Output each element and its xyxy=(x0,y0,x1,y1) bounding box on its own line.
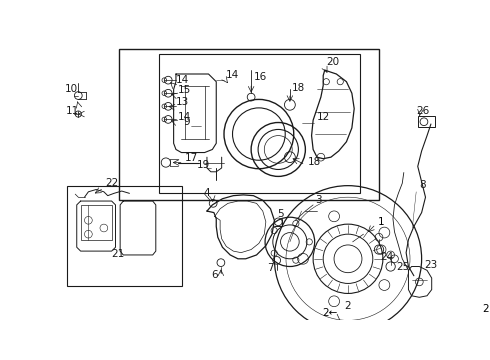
Text: 26: 26 xyxy=(416,106,429,116)
Text: 2: 2 xyxy=(482,304,489,314)
Text: 21: 21 xyxy=(111,249,124,259)
Text: 23: 23 xyxy=(424,260,437,270)
Text: 3: 3 xyxy=(316,195,322,204)
Bar xyxy=(120,49,379,199)
Text: 19: 19 xyxy=(197,160,210,170)
Text: 4: 4 xyxy=(203,188,210,198)
Text: 18: 18 xyxy=(292,83,305,93)
Bar xyxy=(418,116,435,127)
Text: 2←: 2← xyxy=(322,308,337,318)
Text: 7: 7 xyxy=(267,263,273,273)
Text: 13: 13 xyxy=(176,97,189,107)
Text: 14: 14 xyxy=(176,75,189,85)
Text: 9: 9 xyxy=(184,117,190,127)
Text: 18: 18 xyxy=(308,157,321,167)
Text: 25: 25 xyxy=(396,262,409,273)
Bar xyxy=(68,186,182,286)
Text: 24: 24 xyxy=(381,252,394,262)
Text: 15: 15 xyxy=(177,85,191,95)
Text: 14: 14 xyxy=(225,70,239,80)
Text: 20: 20 xyxy=(326,57,340,67)
Text: 8: 8 xyxy=(419,180,426,190)
Text: 17: 17 xyxy=(185,153,198,163)
Text: 14: 14 xyxy=(177,112,191,122)
Text: 10: 10 xyxy=(64,85,77,94)
Text: 22: 22 xyxy=(105,177,119,188)
Text: 2: 2 xyxy=(344,301,351,311)
Bar xyxy=(81,205,112,239)
Text: 11: 11 xyxy=(66,106,79,116)
Text: 6: 6 xyxy=(212,270,218,280)
Bar xyxy=(159,54,361,193)
Text: 12: 12 xyxy=(317,112,330,122)
Text: 1: 1 xyxy=(377,217,384,227)
Text: 5: 5 xyxy=(277,209,283,219)
Text: 16: 16 xyxy=(253,72,267,82)
